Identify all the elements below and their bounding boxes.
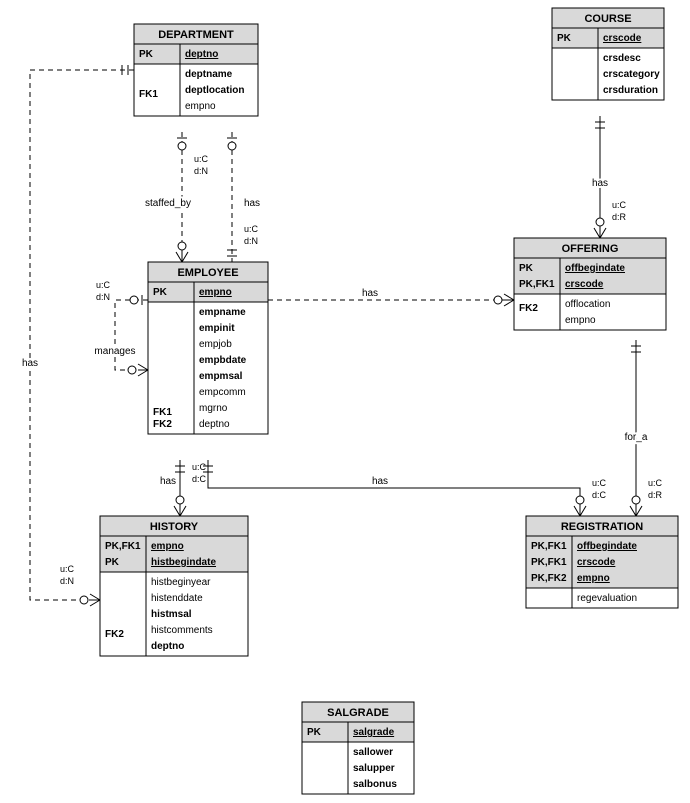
attr-offbegindate: offbegindate: [565, 263, 625, 274]
entity-title: OFFERING: [562, 243, 619, 255]
svg-text:d:C: d:C: [592, 490, 607, 500]
svg-text:FK2: FK2: [105, 629, 124, 640]
entity-title: HISTORY: [150, 521, 199, 533]
rel-label-dept_emp_has: has: [244, 198, 260, 209]
svg-text:d:R: d:R: [648, 490, 663, 500]
entity-title: SALGRADE: [327, 707, 389, 719]
svg-text:PK: PK: [139, 49, 154, 60]
attr-histbeginyear: histbeginyear: [151, 577, 211, 588]
rel-label-course_offering_has: has: [592, 178, 608, 189]
rel-label-offering_reg_for_a: for_a: [625, 432, 648, 443]
svg-text:u:C: u:C: [592, 478, 607, 488]
rel-label-emp_hist_has: has: [160, 476, 176, 487]
entity-salgrade: SALGRADE PK salgrade sallower salupper salbon…: [302, 702, 414, 794]
svg-text:PK,FK1: PK,FK1: [531, 557, 567, 568]
entity-department: DEPARTMENT PK deptno FK1 deptname deptlocatio…: [134, 24, 258, 116]
svg-text:PK: PK: [105, 557, 120, 568]
rel-label-dept_emp_staffed: staffed_by: [145, 198, 191, 209]
svg-text:d:N: d:N: [96, 292, 110, 302]
svg-text:u:C: u:C: [194, 154, 209, 164]
attr-empinit: empinit: [199, 323, 235, 334]
attr-histmsal: histmsal: [151, 609, 192, 620]
entity-title: COURSE: [584, 13, 631, 25]
attr-histcomments: histcomments: [151, 625, 213, 636]
rel-emp_reg_has: [208, 460, 580, 516]
svg-text:u:C: u:C: [648, 478, 663, 488]
attr-crscode: crscode: [603, 33, 642, 44]
attr-deptno: deptno: [185, 49, 218, 60]
svg-text:u:C: u:C: [60, 564, 75, 574]
attr-crsduration: crsduration: [603, 85, 658, 96]
attr-salupper: salupper: [353, 763, 395, 774]
entity-title: EMPLOYEE: [177, 267, 238, 279]
attr-histenddate: histenddate: [151, 593, 203, 604]
rel-label-emp_reg_has: has: [372, 476, 388, 487]
attr-empno: empno: [577, 573, 610, 584]
er-diagram: staffed_bystaffed_byu:Cd:Nhashasu:Cd:Nma…: [0, 0, 690, 803]
attr-empno: empno: [565, 315, 596, 326]
rel-label-dept_hist_has: has: [22, 358, 38, 369]
svg-text:u:C: u:C: [96, 280, 111, 290]
attr-mgrno: mgrno: [199, 403, 228, 414]
svg-text:PK,FK1: PK,FK1: [519, 279, 555, 290]
attr-empjob: empjob: [199, 339, 232, 350]
attr-offbegindate: offbegindate: [577, 541, 637, 552]
rel-label-emp_offering_has: has: [362, 288, 378, 299]
attr-regevaluation: regevaluation: [577, 593, 637, 604]
entity-offering: OFFERING PK PK,FK1 offbegindate crscode FK2 of…: [514, 238, 666, 330]
attr-empbdate: empbdate: [199, 355, 247, 366]
svg-text:PK: PK: [519, 263, 534, 274]
svg-text:PK: PK: [153, 287, 168, 298]
attr-deptno: deptno: [151, 641, 184, 652]
entity-employee: EMPLOYEE PK empno FK1FK2 empname empinit empjo…: [148, 262, 268, 434]
attr-empname: empname: [199, 307, 246, 318]
svg-text:d:R: d:R: [612, 212, 627, 222]
attr-salgrade: salgrade: [353, 727, 395, 738]
attr-empno: empno: [151, 541, 184, 552]
svg-text:d:C: d:C: [192, 474, 207, 484]
svg-text:u:C: u:C: [612, 200, 627, 210]
attr-deptno: deptno: [199, 419, 230, 430]
svg-text:d:N: d:N: [194, 166, 208, 176]
attr-empcomm: empcomm: [199, 387, 246, 398]
entity-title: DEPARTMENT: [158, 29, 234, 41]
svg-text:d:N: d:N: [244, 236, 258, 246]
entity-history: HISTORY PK,FK1 PK empno histbegindate FK2 hist…: [100, 516, 248, 656]
attr-empno: empno: [185, 101, 216, 112]
svg-text:PK,FK1: PK,FK1: [105, 541, 141, 552]
attr-crscode: crscode: [565, 279, 604, 290]
svg-text:PK: PK: [557, 33, 572, 44]
attr-deptlocation: deptlocation: [185, 85, 244, 96]
svg-text:u:C: u:C: [192, 462, 207, 472]
attr-sallower: sallower: [353, 747, 393, 758]
attr-empno: empno: [199, 287, 232, 298]
rel-label-emp_self_manages: manages: [94, 346, 135, 357]
attr-offlocation: offlocation: [565, 299, 610, 310]
svg-text:FK1: FK1: [139, 89, 158, 100]
entity-title: REGISTRATION: [561, 521, 643, 533]
svg-text:PK: PK: [307, 727, 322, 738]
attr-crscode: crscode: [577, 557, 616, 568]
attr-crsdesc: crsdesc: [603, 53, 641, 64]
svg-text:d:N: d:N: [60, 576, 74, 586]
attr-deptname: deptname: [185, 69, 233, 80]
svg-text:PK,FK1: PK,FK1: [531, 541, 567, 552]
entity-registration: REGISTRATION PK,FK1 PK,FK1 PK,FK2 offbeginda…: [526, 516, 678, 608]
attr-histbegindate: histbegindate: [151, 557, 216, 568]
entity-course: COURSE PK crscode crsdesc crscategory crsdura…: [552, 8, 664, 100]
rel-emp_self_manages: [115, 300, 148, 370]
svg-text:PK,FK2: PK,FK2: [531, 573, 567, 584]
svg-text:u:C: u:C: [244, 224, 259, 234]
attr-crscategory: crscategory: [603, 69, 660, 80]
svg-text:FK2: FK2: [153, 419, 172, 430]
svg-text:FK1: FK1: [153, 407, 172, 418]
svg-text:FK2: FK2: [519, 303, 538, 314]
attr-salbonus: salbonus: [353, 779, 397, 790]
attr-empmsal: empmsal: [199, 371, 243, 382]
